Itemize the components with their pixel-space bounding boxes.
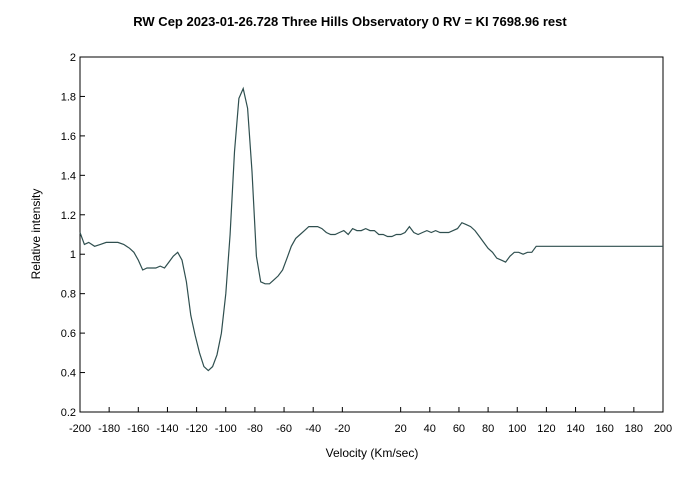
x-tick-label: -200 [69,423,91,435]
y-tick-label: 0.2 [61,407,76,419]
y-tick-label: 0.4 [61,368,76,380]
plot-frame [79,56,664,413]
x-tick-label: -20 [334,423,350,435]
x-tick-label: -40 [305,423,321,435]
chart-title: RW Cep 2023-01-26.728 Three Hills Observ… [133,14,567,29]
x-tick-label: -100 [215,423,237,435]
x-tick-label: 80 [482,423,494,435]
x-tick-label: -80 [247,423,263,435]
spectrum-line [79,86,663,372]
x-tick-label: -140 [156,423,178,435]
x-tick-label: 100 [508,423,526,435]
y-tick-label: 0.8 [61,289,76,301]
y-tick-label: 0.6 [61,328,76,340]
x-tick-label: 20 [395,423,407,435]
x-tick-label: 180 [625,423,643,435]
y-tick-label: 2 [70,52,76,64]
x-tick-label: -180 [98,423,120,435]
y-tick-label: 1.2 [61,210,76,222]
x-tick-label: 160 [596,423,614,435]
x-tick-label: -60 [276,423,292,435]
y-tick-label: 1.6 [61,131,76,143]
x-tick-label: 120 [537,423,555,435]
x-axis-label: Velocity (Km/sec) [326,446,419,460]
x-tick-label: 200 [654,423,672,435]
x-tick-label: 140 [566,423,584,435]
y-axis-label: Relative intensity [29,189,43,280]
x-tick-label: 60 [453,423,465,435]
y-tick-label: 1.8 [61,91,76,103]
x-tick-label: -120 [186,423,208,435]
axis-ticks: -200 -180 -160 -140 -120 -100 -80 -60 -40 -20 20 40… [61,52,672,435]
y-tick-label: 1.4 [61,170,76,182]
x-tick-label: -160 [127,423,149,435]
y-tick-label: 1 [70,249,76,261]
x-tick-label: 40 [424,423,436,435]
